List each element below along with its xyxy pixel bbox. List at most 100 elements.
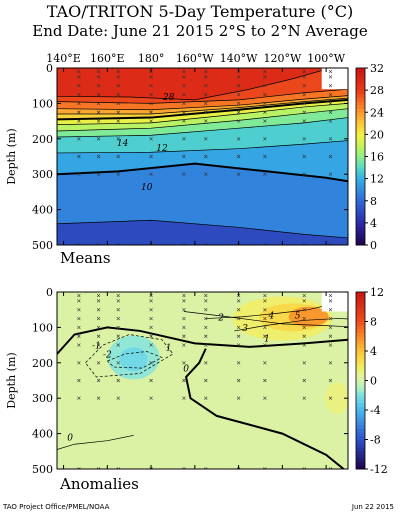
contour-line — [183, 311, 348, 328]
sample-marker — [328, 316, 333, 321]
sample-marker — [77, 172, 81, 176]
colorbar-tick-label: 20 — [370, 128, 384, 141]
sample-marker — [328, 69, 333, 74]
sample-marker — [182, 110, 186, 114]
sample-marker — [263, 316, 267, 321]
sample-marker — [149, 299, 153, 303]
sample-marker — [302, 75, 306, 79]
contour-line — [234, 318, 348, 332]
sample-marker — [328, 92, 333, 97]
sample-marker — [302, 361, 306, 365]
sample-marker — [236, 83, 241, 88]
colorbar-tick-label: 4 — [370, 345, 377, 358]
contour-line — [185, 348, 345, 469]
colorbar: -12 -8 -4 0 4 8 12 — [355, 286, 388, 476]
sample-marker — [96, 361, 101, 365]
sample-marker — [263, 137, 267, 141]
sample-marker — [204, 83, 208, 88]
sample-marker — [328, 361, 333, 365]
sample-marker — [96, 119, 101, 123]
sample-marker — [149, 110, 153, 114]
sample-marker — [116, 343, 120, 347]
missing-data-box — [321, 68, 348, 90]
sample-marker — [149, 75, 153, 79]
contour-label: 10 — [141, 183, 153, 193]
sample-marker — [77, 101, 81, 106]
sample-marker — [77, 137, 81, 141]
contour-label: 12 — [156, 144, 168, 154]
colorbar-tick-label: 8 — [370, 195, 377, 208]
sample-marker — [77, 243, 81, 245]
sample-marker — [96, 243, 101, 245]
sample-marker — [328, 243, 333, 245]
sample-marker — [96, 378, 101, 383]
y-tick-label: 0 — [46, 62, 53, 75]
contour-label: 0 — [67, 434, 73, 444]
sample-marker — [263, 293, 267, 298]
sample-marker — [149, 101, 153, 106]
sample-marker — [149, 396, 153, 400]
sample-marker — [116, 378, 120, 383]
contour-label: -1 — [92, 342, 101, 352]
sample-marker — [328, 101, 333, 106]
colorbar-tick-label: 0 — [370, 375, 377, 388]
sample-marker — [236, 101, 241, 106]
sample-marker — [302, 69, 306, 74]
sample-marker — [96, 83, 101, 88]
contour-line — [57, 326, 348, 355]
sample-marker — [302, 110, 306, 114]
contour-line — [57, 95, 348, 111]
y-tick-label: 300 — [32, 392, 53, 405]
sample-marker — [182, 83, 186, 88]
sample-marker — [116, 299, 120, 303]
sample-marker — [236, 299, 241, 303]
x-tick-label: 180° — [138, 52, 165, 65]
sample-marker — [116, 293, 120, 298]
sample-marker — [204, 307, 208, 312]
sample-marker — [302, 467, 306, 469]
colorbar-tick-label: 12 — [370, 286, 384, 299]
sample-marker — [116, 334, 120, 338]
sample-marker — [263, 343, 267, 347]
sample-marker — [204, 92, 208, 97]
sample-marker — [116, 83, 120, 88]
plot-frame — [56, 291, 349, 470]
sample-marker — [77, 69, 81, 74]
sample-marker — [302, 154, 306, 159]
sample-marker — [149, 119, 153, 123]
sample-marker — [116, 307, 120, 312]
sample-marker — [204, 299, 208, 303]
sample-marker — [182, 396, 186, 400]
sample-marker — [77, 316, 81, 321]
sample-marker — [236, 75, 241, 79]
sample-marker — [328, 334, 333, 338]
sample-marker — [302, 343, 306, 347]
contour-label: 2 — [217, 313, 224, 323]
sample-marker — [77, 334, 81, 338]
y-tick-label: 100 — [32, 321, 53, 334]
sample-marker — [236, 334, 241, 338]
y-axis-label: Depth (m) — [5, 128, 18, 184]
sample-marker — [236, 137, 241, 141]
sample-marker — [182, 75, 186, 79]
colorbar-tick-label: 16 — [370, 151, 384, 164]
sample-marker — [263, 334, 267, 338]
sample-marker — [182, 299, 186, 303]
sample-marker — [302, 334, 306, 338]
colorbar-tick-label: 4 — [370, 217, 377, 230]
sample-marker — [302, 119, 306, 123]
sample-marker — [116, 154, 120, 159]
sample-marker — [149, 378, 153, 383]
sample-marker — [302, 299, 306, 303]
colorbar-tick-label: 32 — [370, 62, 384, 75]
sample-marker — [149, 243, 153, 245]
sample-marker — [204, 361, 208, 365]
y-axis-label: Depth (m) — [5, 352, 18, 408]
sample-marker — [302, 92, 306, 97]
sample-marker — [116, 361, 120, 365]
sample-marker — [204, 325, 208, 330]
sample-marker — [328, 325, 333, 330]
chart-subtitle: End Date: June 21 2015 2°S to 2°N Averag… — [32, 22, 368, 40]
sample-marker — [204, 110, 208, 114]
